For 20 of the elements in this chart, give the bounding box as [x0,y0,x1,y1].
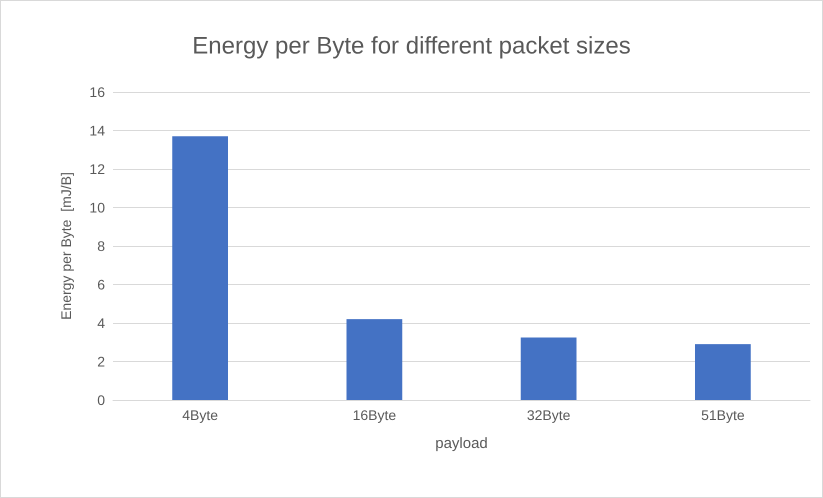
x-tick-label: 4Byte [182,407,218,423]
x-tick-label: 32Byte [526,407,571,423]
y-tick-label: 16 [89,84,106,100]
y-tick-label: 4 [97,315,106,331]
x-axis-title: payload [435,435,488,452]
bar [346,319,402,400]
x-tick-label: 51Byte [701,407,745,423]
chart-title: Energy per Byte for different packet sizes [192,32,631,60]
y-tick-label: 10 [89,200,106,216]
y-tick-label: 2 [97,354,106,370]
y-tick-label: 6 [97,276,106,292]
y-tick-label: 8 [97,238,106,254]
bar [694,344,751,400]
y-axis-title: Energy per Byte [mJ/B] [58,172,74,320]
y-tick-label: 0 [97,392,106,408]
bar [520,337,577,400]
x-tick-label: 16Byte [352,407,396,423]
y-tick-label: 14 [89,122,106,138]
bar [172,136,228,400]
y-tick-label: 12 [89,161,106,177]
